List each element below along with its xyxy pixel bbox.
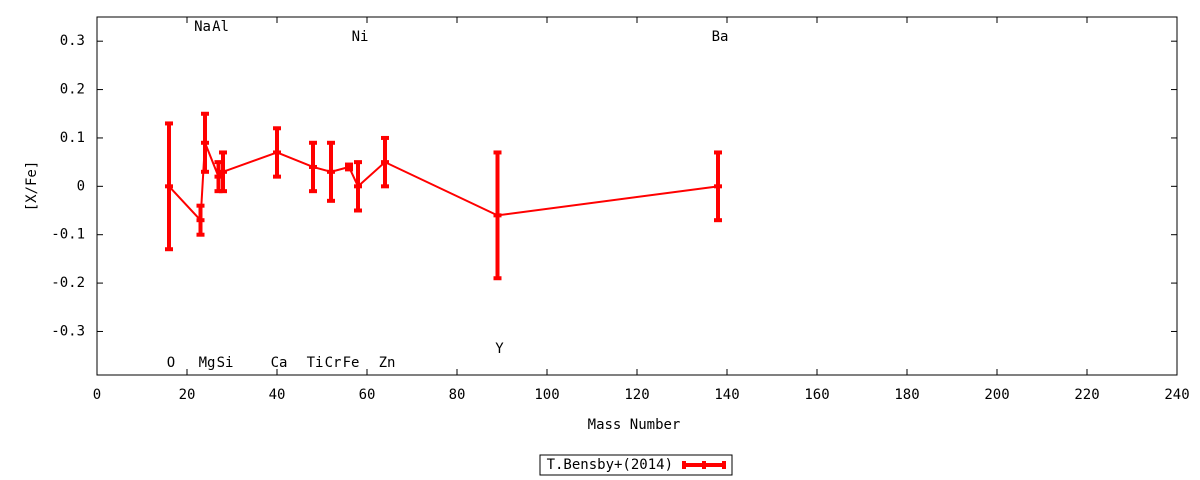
error-bar: [381, 135, 389, 189]
y-axis-label: [X/Fe]: [24, 161, 40, 212]
x-tick-label: 180: [894, 387, 919, 403]
error-bar: [354, 160, 362, 213]
x-tick-label: 200: [984, 387, 1009, 403]
point-label: Y: [495, 341, 504, 357]
x-tick-label: 20: [179, 387, 196, 403]
point-label: Na: [194, 19, 211, 35]
point-label: Ca: [271, 355, 288, 371]
y-tick-label: 0: [77, 178, 85, 194]
x-tick-label: 220: [1074, 387, 1099, 403]
x-tick-label: 100: [534, 387, 559, 403]
point-label: O: [167, 355, 175, 371]
point-label: Ni: [352, 29, 369, 45]
point-label: Ti: [307, 355, 324, 371]
error-bar: [201, 111, 209, 174]
error-bar: [219, 150, 227, 194]
y-tick-label: 0.1: [60, 130, 85, 146]
x-tick-label: 60: [359, 387, 376, 403]
x-axis-label: Mass Number: [588, 417, 681, 433]
x-tick-label: 0: [93, 387, 101, 403]
x-tick-label: 80: [449, 387, 466, 403]
legend-box: [539, 454, 733, 476]
x-tick-label: 40: [269, 387, 286, 403]
x-tick-label: 140: [714, 387, 739, 403]
x-tick-label: 160: [804, 387, 829, 403]
point-label: Si: [217, 355, 234, 371]
error-bar: [273, 126, 281, 179]
error-bar: [345, 162, 353, 172]
y-tick-label: -0.2: [51, 275, 85, 291]
y-tick-label: -0.3: [51, 323, 85, 339]
point-label: Al: [212, 19, 229, 35]
error-bar: [309, 140, 317, 194]
series-line: [168, 142, 719, 223]
y-tick-label: 0.3: [60, 33, 85, 49]
point-label: Zn: [379, 355, 396, 371]
y-tick-label: -0.1: [51, 227, 85, 243]
error-bar: [165, 121, 173, 252]
x-tick-label: 120: [624, 387, 649, 403]
point-label: Fe: [343, 355, 360, 371]
error-bar: [714, 150, 722, 223]
x-tick-label: 240: [1164, 387, 1189, 403]
point-label: Ba: [712, 29, 729, 45]
point-label: Cr: [325, 355, 342, 371]
error-bar: [327, 140, 335, 203]
legend-label: T.Bensby+(2014): [547, 457, 673, 473]
y-tick-label: 0.2: [60, 82, 85, 98]
error-bar: [493, 150, 502, 281]
error-bar: [196, 203, 205, 237]
point-label: Mg: [199, 355, 216, 371]
